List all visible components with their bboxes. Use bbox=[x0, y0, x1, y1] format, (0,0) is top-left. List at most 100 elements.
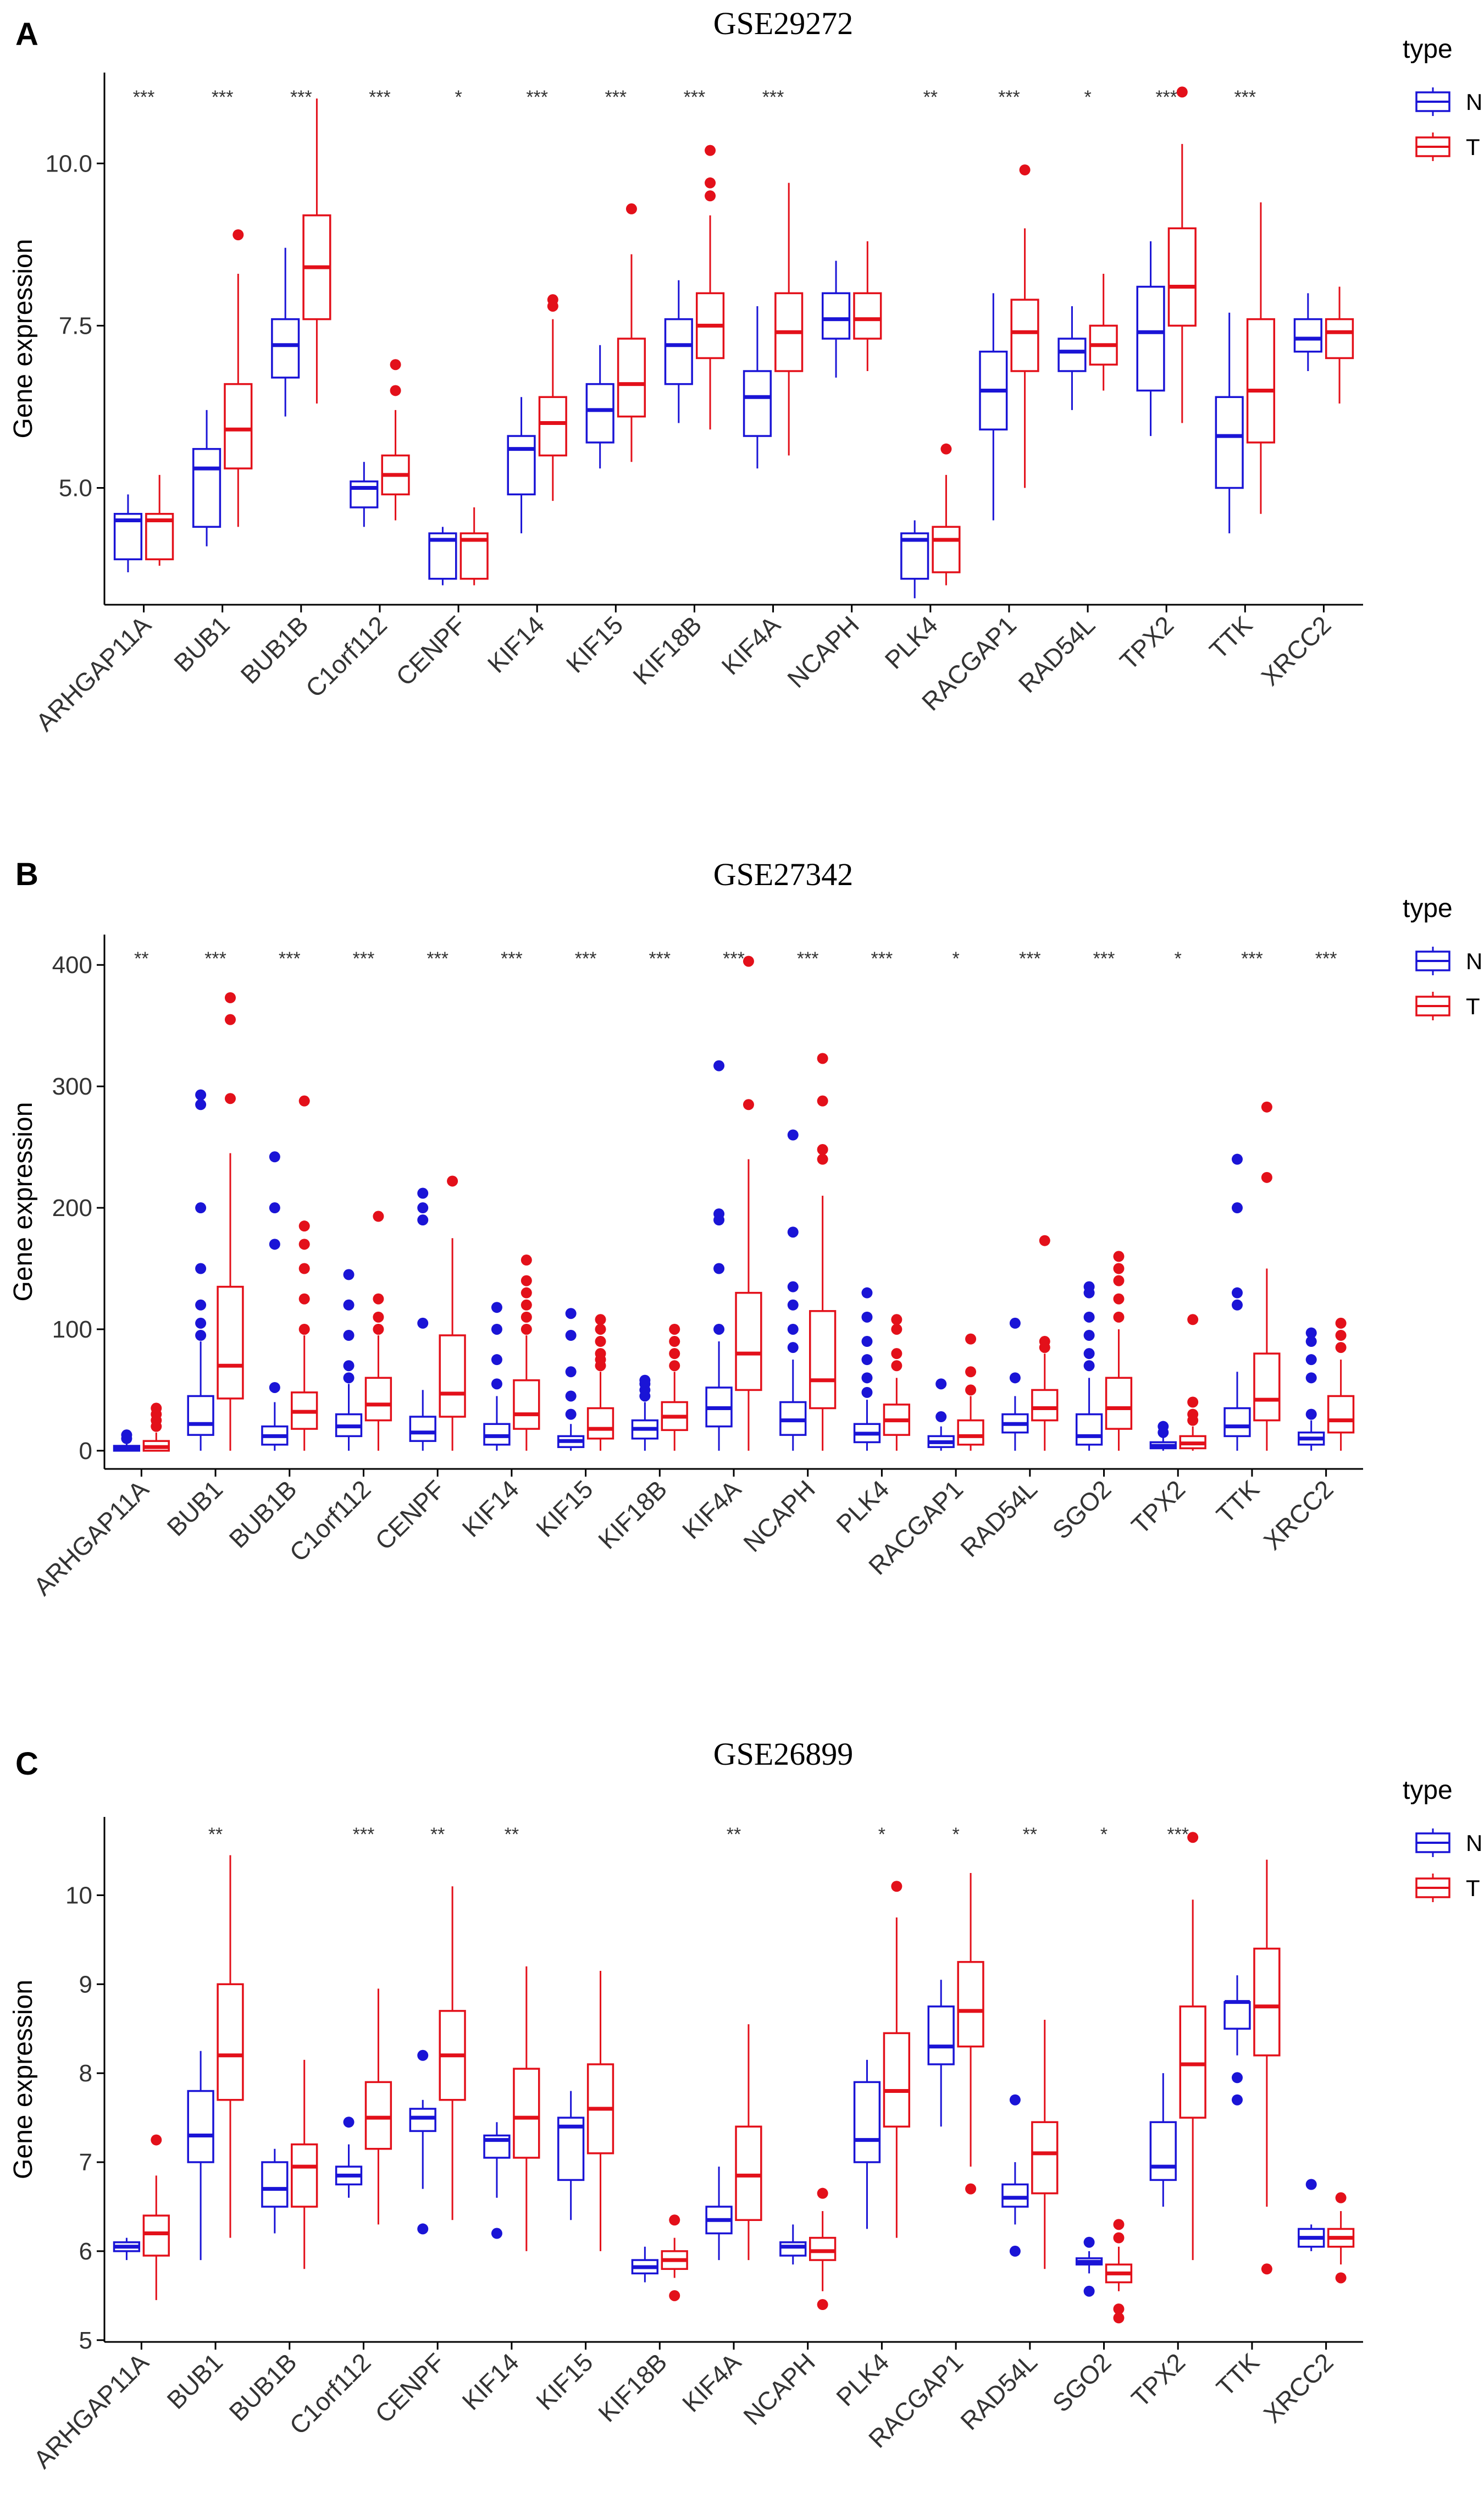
box-n bbox=[1136, 241, 1165, 437]
outlier-point bbox=[520, 1255, 532, 1266]
outlier-point bbox=[195, 1263, 207, 1274]
box bbox=[585, 383, 614, 444]
category-label: ARHGAP11A bbox=[30, 610, 157, 737]
box bbox=[809, 1310, 837, 1410]
significance-label: ** bbox=[208, 1824, 223, 1845]
outlier-point bbox=[1335, 2272, 1347, 2284]
outlier-point bbox=[1019, 164, 1031, 176]
outlier-point bbox=[817, 2187, 828, 2199]
category-label: TPX2 bbox=[1126, 2347, 1190, 2412]
outlier-point bbox=[491, 2228, 502, 2239]
significance-label: *** bbox=[1019, 948, 1041, 969]
box-t bbox=[1010, 164, 1039, 488]
significance-label: *** bbox=[723, 948, 745, 969]
category-label: BUB1B bbox=[235, 610, 313, 689]
outlier-point bbox=[787, 1323, 799, 1335]
outlier-point bbox=[520, 1275, 532, 1286]
box bbox=[192, 447, 222, 528]
significance-label: ** bbox=[1023, 1824, 1037, 1845]
outlier-point bbox=[195, 1330, 207, 1341]
box-n bbox=[1075, 2236, 1103, 2297]
panel-a: A GSE29272 Gene expression 5.0 7.5 10.0 ARHGAP… bbox=[9, 5, 1363, 737]
box-n bbox=[1001, 1317, 1029, 1451]
box bbox=[957, 1961, 984, 2048]
outlier-point bbox=[1187, 1314, 1199, 1325]
outlier-point bbox=[195, 1099, 207, 1110]
outlier-point bbox=[343, 1372, 355, 1384]
outlier-point bbox=[373, 1211, 384, 1222]
box-n bbox=[557, 1308, 585, 1451]
box bbox=[291, 2143, 318, 2208]
outlier-point bbox=[965, 1366, 977, 1378]
category-label: NCAPH bbox=[782, 610, 865, 693]
box-t bbox=[661, 1323, 688, 1451]
box-t bbox=[1246, 202, 1276, 514]
category-label: TPX2 bbox=[1114, 610, 1179, 675]
category-label: KIF15 bbox=[530, 2347, 599, 2416]
box bbox=[1253, 1352, 1281, 1422]
box-t bbox=[1325, 286, 1354, 404]
legend-title: type bbox=[1403, 35, 1453, 64]
legend-title: type bbox=[1403, 894, 1453, 923]
category-label: ARHGAP11A bbox=[28, 1474, 154, 1601]
box-t bbox=[1167, 86, 1197, 423]
category-label: KIF14 bbox=[482, 610, 550, 678]
box-t bbox=[538, 294, 567, 501]
box-t bbox=[809, 1053, 837, 1451]
box-n bbox=[821, 261, 851, 378]
box-n bbox=[927, 1980, 955, 2127]
outlier-point bbox=[491, 1323, 502, 1335]
panel-c: C GSE26899 Gene expression 5 6 7 8 9 10 ARHGAP11A… bbox=[9, 1736, 1363, 2474]
box bbox=[617, 338, 646, 418]
outlier-point bbox=[1305, 1327, 1317, 1339]
outlier-point bbox=[121, 1429, 132, 1441]
outlier-point bbox=[595, 1323, 606, 1335]
outlier-point bbox=[743, 1099, 754, 1110]
box bbox=[1325, 318, 1354, 360]
outlier-point bbox=[1083, 1281, 1095, 1292]
outlier-point bbox=[225, 992, 236, 1003]
outlier-point bbox=[151, 1402, 162, 1414]
category-label: KIF18B bbox=[593, 1474, 672, 1554]
box-t bbox=[1179, 1314, 1206, 1451]
outlier-point bbox=[447, 1175, 458, 1187]
box bbox=[513, 1379, 540, 1430]
box bbox=[821, 292, 851, 340]
box-t bbox=[381, 359, 410, 521]
box-n bbox=[335, 2117, 363, 2198]
box bbox=[932, 526, 961, 573]
significance-label: *** bbox=[353, 1824, 375, 1845]
outlier-point bbox=[343, 1330, 355, 1341]
box-n bbox=[113, 2237, 141, 2261]
box-t bbox=[439, 1886, 466, 2220]
outlier-point bbox=[965, 1384, 977, 1396]
box bbox=[1246, 318, 1276, 444]
box-t bbox=[957, 1333, 984, 1451]
significance-label: *** bbox=[212, 87, 234, 108]
outlier-point bbox=[1335, 1317, 1347, 1329]
category-label: BUB1 bbox=[168, 610, 235, 677]
category-label: NCAPH bbox=[738, 1474, 821, 1557]
category-label: XRCC2 bbox=[1258, 2347, 1339, 2428]
outlier-point bbox=[861, 1354, 873, 1366]
box-n bbox=[1215, 312, 1244, 534]
box-n bbox=[507, 397, 536, 534]
outlier-point bbox=[269, 1202, 280, 1214]
significance-label: *** bbox=[1155, 87, 1177, 108]
panel-b: B GSE27342 Gene expression 0 100 200 300 400 ARH… bbox=[9, 857, 1363, 1601]
box-t bbox=[883, 1881, 911, 2238]
outlier-point bbox=[269, 1151, 280, 1163]
outlier-point bbox=[417, 1187, 429, 1199]
outlier-point bbox=[965, 2183, 977, 2195]
category-label: SGO2 bbox=[1046, 1474, 1116, 1544]
box-t bbox=[145, 474, 174, 566]
outlier-point bbox=[891, 1881, 902, 1892]
legend-label: T bbox=[1466, 1875, 1480, 1901]
significance-label: ** bbox=[923, 87, 938, 108]
outlier-point bbox=[891, 1314, 902, 1325]
outlier-point bbox=[1305, 1354, 1317, 1366]
outlier-point bbox=[565, 1408, 577, 1420]
box-t bbox=[661, 2214, 688, 2301]
panel-letter: C bbox=[15, 1746, 38, 1782]
box-t bbox=[224, 229, 253, 527]
